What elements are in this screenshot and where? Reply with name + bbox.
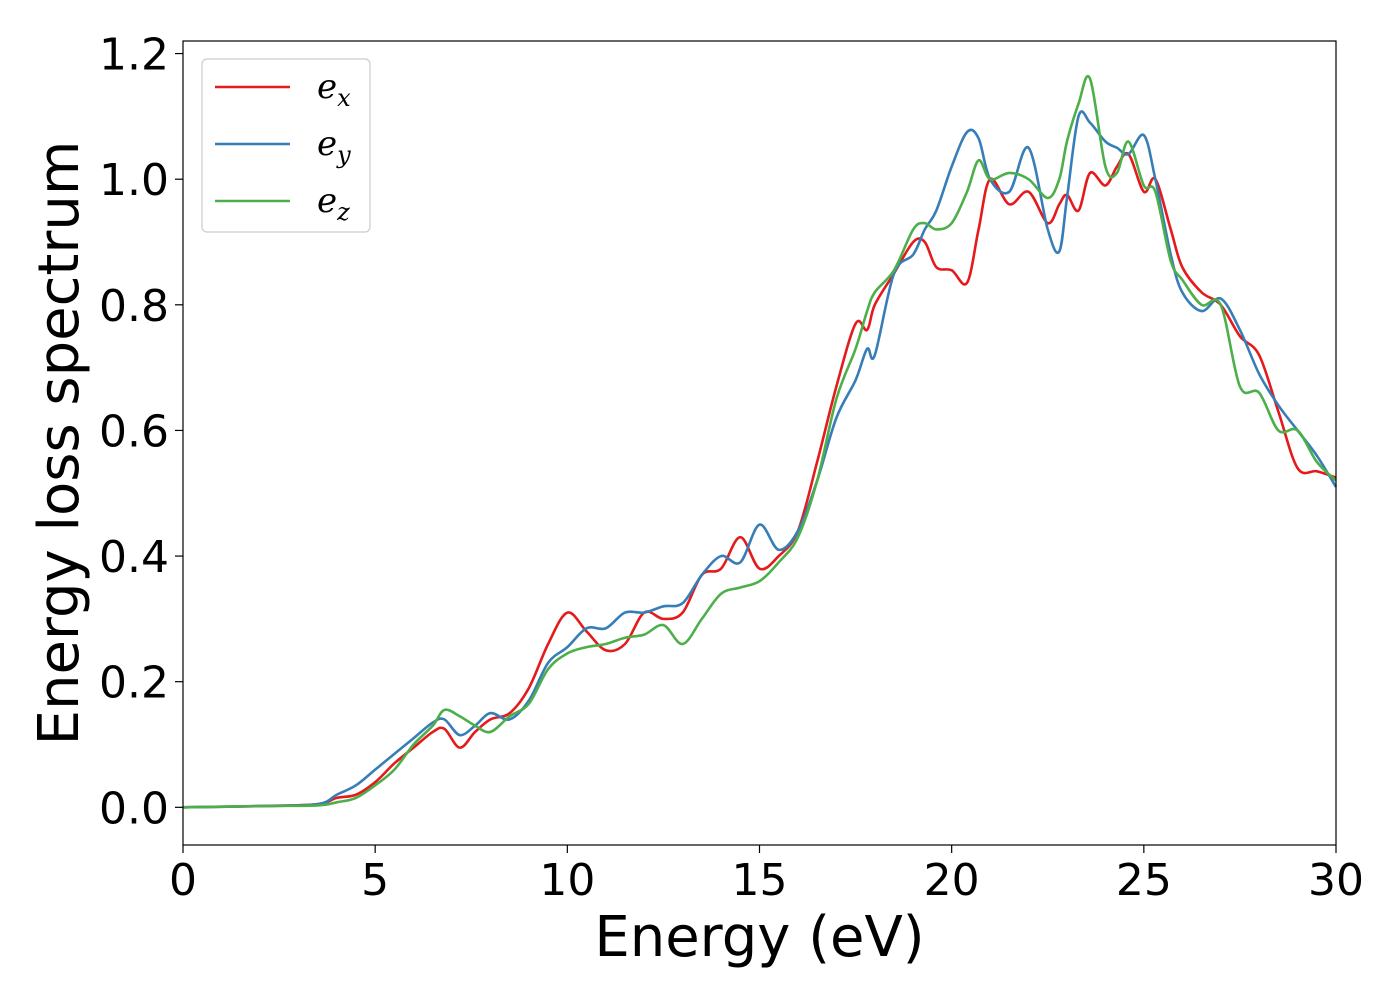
x-axis-title: Energy (eV) <box>594 905 924 970</box>
legend-label-x: ex <box>317 67 351 112</box>
y-tick-label: 1.0 <box>99 155 169 206</box>
legend-box <box>201 58 371 233</box>
y-tick-label: 0.2 <box>99 658 169 709</box>
y-tick-label: 0.8 <box>99 281 169 332</box>
x-tick-label: 20 <box>924 855 980 906</box>
x-tick-label: 5 <box>361 855 389 906</box>
legend: ex ey ez <box>201 58 371 233</box>
y-tick-label: 0.4 <box>99 532 169 583</box>
x-tick-label: 25 <box>1116 855 1172 906</box>
y-tick-label: 0.0 <box>99 783 169 834</box>
legend-label-y: ey <box>317 124 351 169</box>
y-tick-label: 0.6 <box>99 406 169 457</box>
x-tick-label: 10 <box>539 855 595 906</box>
series-line-z <box>182 75 1337 809</box>
y-tick-label: 1.2 <box>99 30 169 81</box>
legend-label-z: ez <box>317 181 350 226</box>
y-axis-title: Energy loss spectrum <box>27 141 92 746</box>
x-axis: 0 5 10 15 20 25 30 <box>169 845 1364 906</box>
y-axis: 0.0 0.2 0.4 0.6 0.8 1.0 1.2 <box>99 30 183 834</box>
x-tick-label: 0 <box>169 855 197 906</box>
series-line-y <box>182 110 1338 809</box>
x-tick-label: 15 <box>732 855 788 906</box>
plot-lines <box>182 75 1338 809</box>
x-tick-label: 30 <box>1308 855 1364 906</box>
